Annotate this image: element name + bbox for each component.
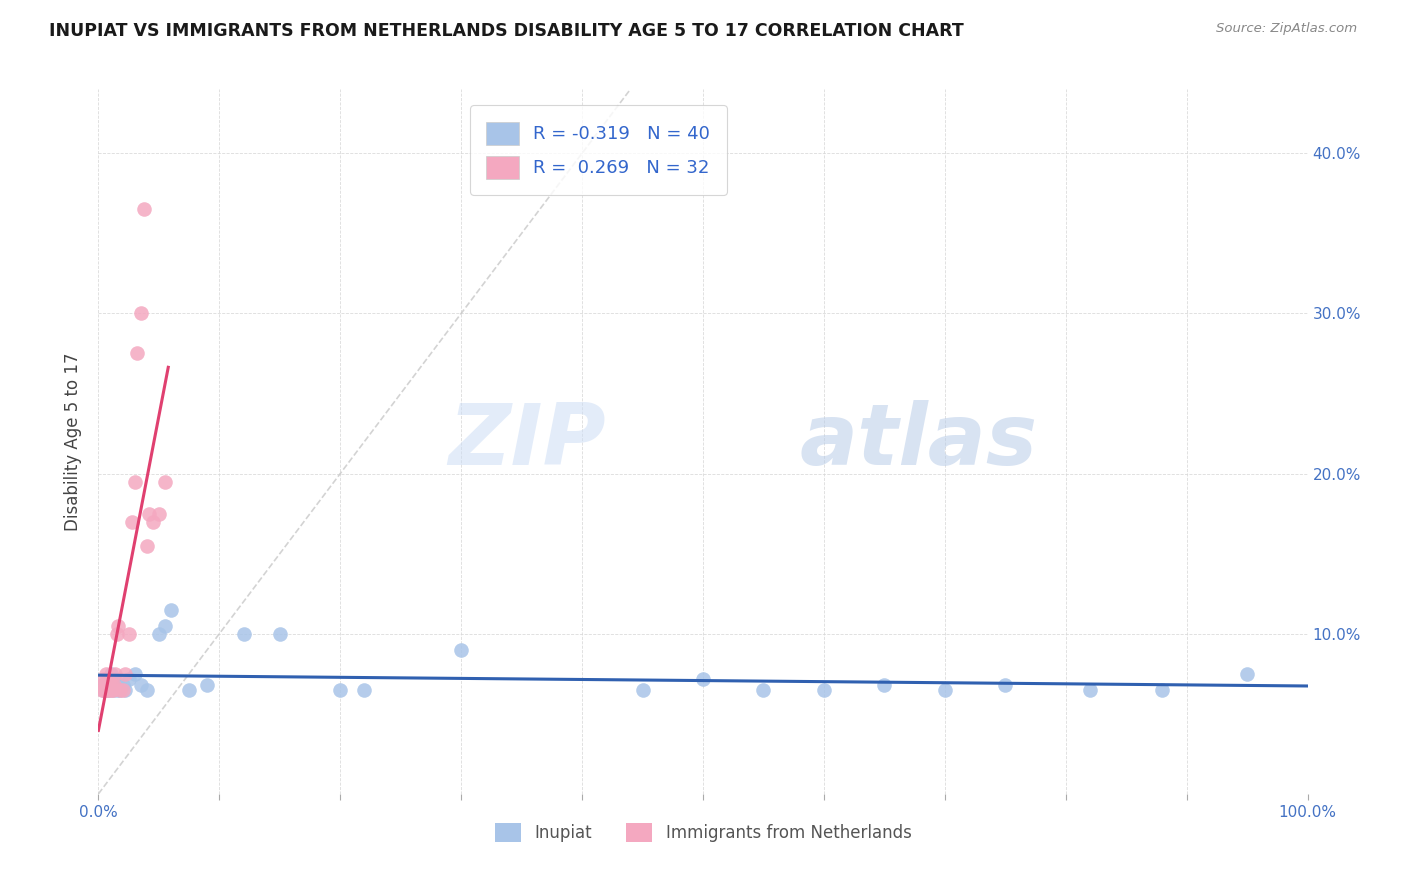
Point (101, 682, 124, 697)
Point (96, 678, 118, 692)
Point (96, 678, 118, 692)
Point (108, 682, 131, 697)
Point (934, 682, 956, 697)
Point (94, 682, 117, 697)
Point (269, 626, 291, 640)
Point (135, 539, 157, 553)
Point (138, 507, 160, 521)
Point (114, 682, 136, 697)
Point (107, 618, 129, 632)
Point (91, 682, 114, 697)
Point (994, 678, 1017, 692)
Point (127, 346, 149, 360)
Point (118, 626, 141, 640)
Point (124, 475, 146, 489)
Point (101, 682, 124, 697)
Point (118, 672, 141, 686)
Point (108, 682, 131, 697)
Point (98, 678, 121, 692)
Point (232, 626, 254, 640)
Point (813, 682, 835, 697)
Point (1078, 682, 1101, 697)
Point (195, 678, 218, 692)
Point (692, 672, 714, 686)
Point (135, 682, 157, 697)
Point (97, 672, 120, 686)
Text: ZIP: ZIP (449, 400, 606, 483)
Point (111, 682, 134, 697)
Point (93, 672, 115, 686)
Point (353, 682, 375, 697)
Point (91, 678, 114, 692)
Point (96, 682, 118, 697)
Text: Source: ZipAtlas.com: Source: ZipAtlas.com (1216, 22, 1357, 36)
Point (752, 682, 775, 697)
Point (100, 666, 122, 681)
Point (450, 642, 472, 657)
Point (1152, 682, 1174, 697)
Point (153, 475, 176, 489)
Point (103, 672, 125, 686)
Point (114, 666, 136, 681)
Point (93, 682, 115, 697)
Point (329, 682, 352, 697)
Point (93, 678, 115, 692)
Point (129, 306, 152, 320)
Point (631, 682, 654, 697)
Point (104, 666, 127, 681)
Point (148, 626, 170, 640)
Text: atlas: atlas (800, 400, 1038, 483)
Point (94, 678, 117, 692)
Point (100, 678, 122, 692)
Point (94, 666, 117, 681)
Point (1236, 666, 1258, 681)
Point (97, 682, 120, 697)
Point (91, 682, 114, 697)
Point (107, 678, 129, 692)
Point (111, 678, 134, 692)
Point (105, 626, 128, 640)
Point (153, 618, 176, 632)
Point (179, 682, 201, 697)
Point (97, 672, 120, 686)
Point (100, 682, 122, 697)
Point (105, 682, 128, 697)
Y-axis label: Disability Age 5 to 17: Disability Age 5 to 17 (65, 352, 83, 531)
Point (148, 507, 170, 521)
Point (100, 678, 122, 692)
Legend: Inupiat, Immigrants from Netherlands: Inupiat, Immigrants from Netherlands (488, 816, 918, 849)
Point (91, 678, 114, 692)
Point (121, 515, 143, 529)
Point (103, 678, 125, 692)
Point (98, 682, 121, 697)
Point (160, 603, 183, 617)
Text: INUPIAT VS IMMIGRANTS FROM NETHERLANDS DISABILITY AGE 5 TO 17 CORRELATION CHART: INUPIAT VS IMMIGRANTS FROM NETHERLANDS D… (49, 22, 965, 40)
Point (124, 666, 146, 681)
Point (134, 202, 156, 217)
Point (129, 678, 152, 692)
Point (142, 515, 165, 529)
Point (873, 678, 896, 692)
